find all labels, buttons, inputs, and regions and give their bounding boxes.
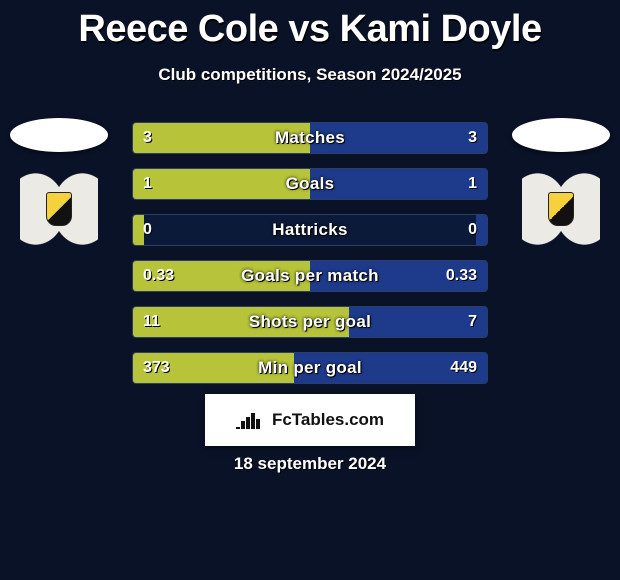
bar-row: 0.330.33Goals per match [132,260,488,292]
bar-row: 33Matches [132,122,488,154]
bar-label: Hattricks [133,215,487,245]
bar-row: 117Shots per goal [132,306,488,338]
bar-label: Shots per goal [133,307,487,337]
player-left-logo-slot [4,118,114,248]
bar-label: Goals [133,169,487,199]
bar-row: 00Hattricks [132,214,488,246]
bar-row: 11Goals [132,168,488,200]
date-line: 18 september 2024 [0,454,620,474]
club-crest-left [20,170,98,248]
bar-label: Matches [133,123,487,153]
attribution-text: FcTables.com [272,410,384,430]
bar-row: 373449Min per goal [132,352,488,384]
bar-label: Goals per match [133,261,487,291]
club-oval-right [512,118,610,152]
comparison-bars: 33Matches 11Goals 00Hattricks 0.330.33Goals… [132,122,488,398]
page-title: Reece Cole vs Kami Doyle [0,0,620,51]
player-right-logo-slot [506,118,616,248]
bar-label: Min per goal [133,353,487,383]
club-crest-right [522,170,600,248]
spark-icon [236,411,264,429]
club-oval-left [10,118,108,152]
attribution-badge: FcTables.com [205,394,415,446]
subtitle: Club competitions, Season 2024/2025 [0,65,620,85]
